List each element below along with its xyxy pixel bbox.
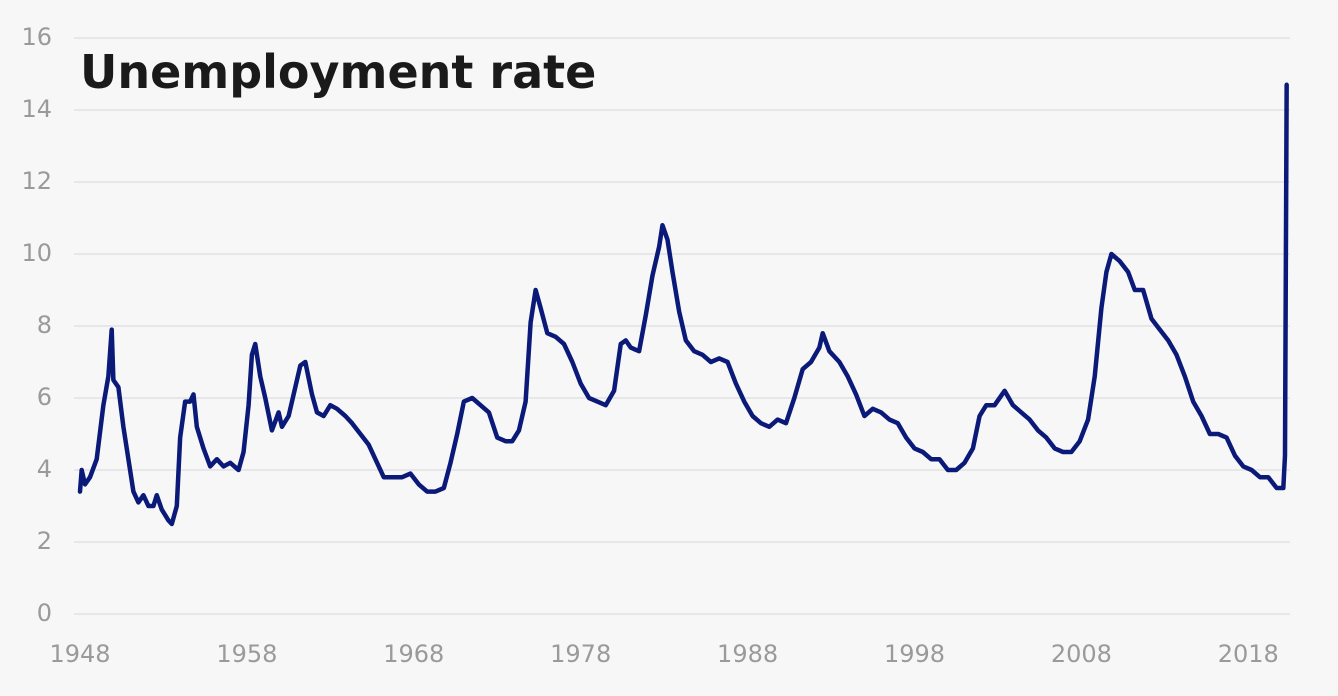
x-tick-label: 1968 <box>383 640 444 668</box>
y-tick-label: 2 <box>37 527 52 555</box>
y-tick-label: 8 <box>37 311 52 339</box>
plot <box>77 82 1289 527</box>
y-tick-label: 10 <box>21 239 52 267</box>
x-tick-label: 1958 <box>216 640 277 668</box>
y-tick-label: 14 <box>21 95 52 123</box>
x-tick-label: 1978 <box>550 640 611 668</box>
y-tick-label: 4 <box>37 455 52 483</box>
y-tick-label: 0 <box>37 599 52 627</box>
y-tick-label: 16 <box>21 23 52 51</box>
y-tick-label: 6 <box>37 383 52 411</box>
y-tick-label: 12 <box>21 167 52 195</box>
x-tick-label: 1998 <box>884 640 945 668</box>
x-tick-label: 2008 <box>1051 640 1112 668</box>
line <box>77 82 1289 527</box>
x-tick-label: 2018 <box>1218 640 1279 668</box>
x-tick-label: 1988 <box>717 640 778 668</box>
x-tick-label: 1948 <box>49 640 110 668</box>
chart-title: Unemployment rate <box>80 45 596 99</box>
